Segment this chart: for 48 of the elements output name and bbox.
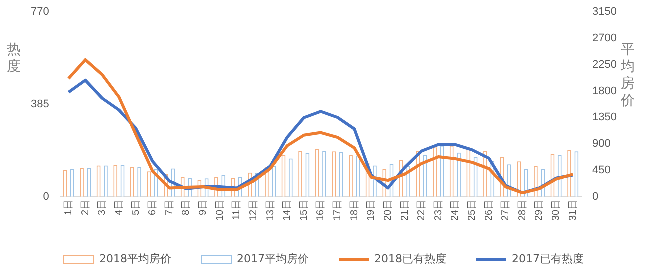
y2-tick-label: 2250 xyxy=(592,58,618,71)
legend-label: 2017已有热度 xyxy=(512,252,584,266)
x-tick-label: 3日 xyxy=(97,200,108,216)
x-tick-label: 25日 xyxy=(467,200,478,221)
x-tick-label: 1日 xyxy=(64,200,75,216)
y2-tick-label: 1350 xyxy=(592,112,618,124)
x-tick-label: 10日 xyxy=(214,200,226,221)
x-tick-label: 27日 xyxy=(500,200,512,221)
x-tick-label: 24日 xyxy=(450,200,462,221)
y-tick-label: 385 xyxy=(30,98,50,110)
x-tick-label: 23日 xyxy=(433,200,444,221)
legend-label: 2018已有热度 xyxy=(374,252,446,266)
x-tick-label: 14日 xyxy=(282,200,294,221)
x-tick-label: 21日 xyxy=(400,200,411,221)
x-tick-label: 11日 xyxy=(232,200,243,220)
x-tick-label: 12日 xyxy=(248,200,260,221)
x-tick-label: 16日 xyxy=(316,200,327,221)
x-tick-label: 30日 xyxy=(551,200,562,221)
y2-tick-label: 2700 xyxy=(592,32,618,44)
x-tick-label: 15日 xyxy=(298,200,310,221)
y2-axis-title: 平均房价 xyxy=(620,42,636,110)
x-tick-label: 31日 xyxy=(568,200,579,221)
y2-tick-label: 900 xyxy=(592,138,611,150)
y2-tick-label: 0 xyxy=(592,190,599,203)
x-tick-label: 20日 xyxy=(382,200,394,221)
x-tick-label: 4日 xyxy=(114,200,125,216)
y-axis-title: 热度 xyxy=(6,42,22,76)
x-tick-label: 7日 xyxy=(164,200,176,216)
x-tick-label: 13日 xyxy=(265,200,276,221)
legend-label: 2018平均房价 xyxy=(100,252,172,266)
x-tick-label: 2日 xyxy=(80,200,92,216)
y-tick-label: 770 xyxy=(30,6,50,18)
x-tick-label: 5日 xyxy=(130,200,142,216)
x-tick-label: 29日 xyxy=(534,200,546,221)
x-tick-label: 19日 xyxy=(366,200,378,221)
y2-tick-label: 450 xyxy=(592,164,611,176)
x-tick-label: 26日 xyxy=(484,200,495,221)
x-tick-label: 22日 xyxy=(416,200,428,221)
x-tick-label: 18日 xyxy=(349,200,360,221)
y-tick-label: 0 xyxy=(43,190,50,203)
x-tick-label: 17日 xyxy=(332,200,344,221)
x-tick-label: 9日 xyxy=(198,200,210,216)
x-tick-label: 28日 xyxy=(517,200,528,221)
x-tick-label: 6日 xyxy=(148,200,159,216)
y2-tick-label: 1800 xyxy=(592,85,618,98)
y2-tick-label: 3150 xyxy=(592,6,618,18)
x-tick-label: 8日 xyxy=(181,200,192,216)
legend-label: 2017平均房价 xyxy=(237,252,310,266)
